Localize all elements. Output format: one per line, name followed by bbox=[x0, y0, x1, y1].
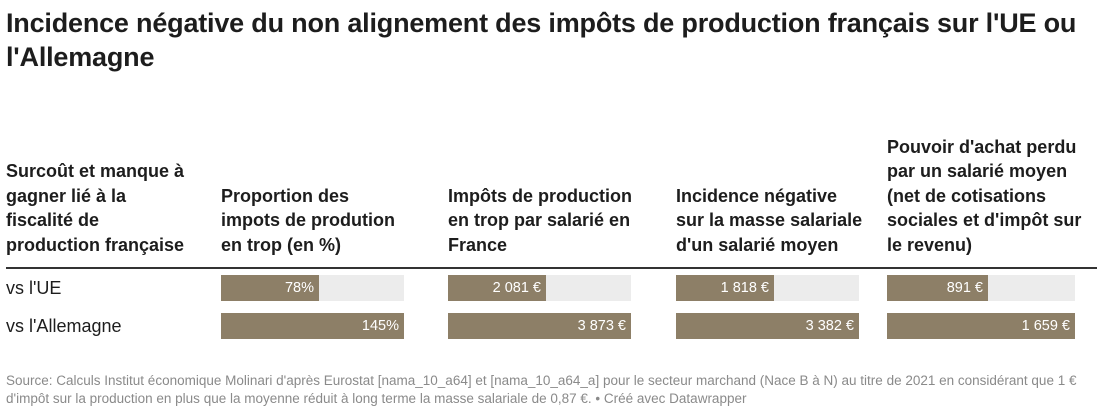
row-label: vs l'UE bbox=[6, 278, 62, 298]
bar-track: 78% bbox=[221, 275, 404, 301]
bar: 3 382 € bbox=[676, 313, 859, 339]
bar-value-label: 3 382 € bbox=[805, 318, 854, 334]
bar: 891 € bbox=[887, 275, 988, 301]
bar: 145% bbox=[221, 313, 404, 339]
header-rule bbox=[6, 267, 1097, 269]
column-header-label: Proportion des impots de prodution en tr… bbox=[221, 185, 395, 255]
bar-value-label: 3 873 € bbox=[577, 318, 626, 334]
column-header-label: Impôts de production en trop par salarié… bbox=[448, 185, 632, 255]
source-note: Source: Calculs Institut économique Moli… bbox=[6, 373, 1077, 406]
bar: 1 659 € bbox=[887, 313, 1075, 339]
bar: 2 081 € bbox=[448, 275, 546, 301]
column-header-label: Incidence négative sur la masse salarial… bbox=[676, 185, 863, 255]
bar-track: 1 659 € bbox=[887, 313, 1075, 339]
bar: 3 873 € bbox=[448, 313, 631, 339]
column-header-4: Pouvoir d'achat perdu par un salarié moy… bbox=[887, 112, 1087, 257]
chart-title: Incidence négative du non alignement des… bbox=[6, 8, 1077, 72]
bar-value-label: 78% bbox=[284, 280, 314, 296]
bar-value-label: 1 818 € bbox=[720, 280, 769, 296]
row-header: Surcoût et manque à gagner lié à la fisc… bbox=[6, 112, 196, 257]
bar-value-label: 891 € bbox=[946, 280, 983, 296]
bar-value-label: 1 659 € bbox=[1021, 318, 1070, 334]
bar-track: 2 081 € bbox=[448, 275, 631, 301]
bar-track: 3 873 € bbox=[448, 313, 631, 339]
bar: 1 818 € bbox=[676, 275, 774, 301]
column-header-1: Proportion des impots de prodution en tr… bbox=[221, 112, 411, 257]
column-header-3: Incidence négative sur la masse salarial… bbox=[676, 112, 866, 257]
column-header-label: Pouvoir d'achat perdu par un salarié moy… bbox=[887, 136, 1082, 255]
row-header-label: Surcoût et manque à gagner lié à la fisc… bbox=[6, 161, 185, 255]
bar-track: 1 818 € bbox=[676, 275, 859, 301]
bar-track: 891 € bbox=[887, 275, 1075, 301]
bar-track: 3 382 € bbox=[676, 313, 859, 339]
bar-track: 145% bbox=[221, 313, 404, 339]
bar: 78% bbox=[221, 275, 319, 301]
column-header-2: Impôts de production en trop par salarié… bbox=[448, 112, 638, 257]
bar-value-label: 145% bbox=[361, 318, 399, 334]
row-label: vs l'Allemagne bbox=[6, 316, 122, 336]
bar-value-label: 2 081 € bbox=[492, 280, 541, 296]
